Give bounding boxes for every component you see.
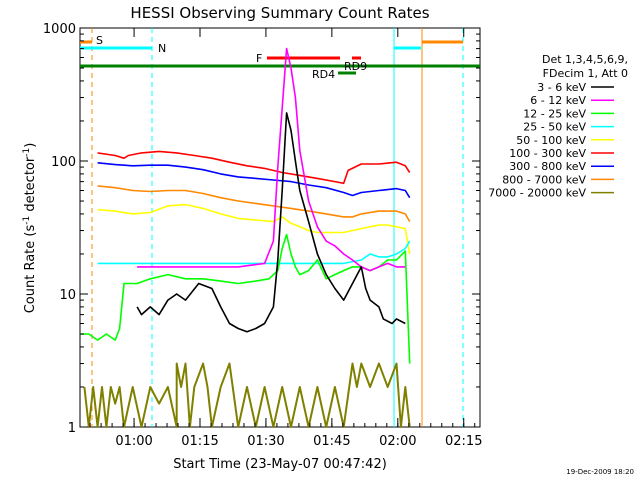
legend-label: 3 - 6 keV <box>537 81 586 94</box>
chart-title: HESSI Observing Summary Count Rates <box>130 4 429 22</box>
plot-frame <box>79 27 481 428</box>
series-line <box>97 240 411 265</box>
x-axis-label: Start Time (23-May-07 00:47:42) <box>173 457 387 472</box>
legend-label: 300 - 800 keV <box>509 160 586 173</box>
legend-label: 800 - 7000 keV <box>502 173 586 186</box>
series-line <box>83 362 411 428</box>
legend-label: 7000 - 20000 keV <box>488 187 586 200</box>
series-line <box>137 47 406 272</box>
x-tick-label: 01:15 <box>181 434 218 449</box>
y-axis: 1 10 100 1000 <box>43 22 480 436</box>
series-line <box>136 112 406 333</box>
series-line <box>97 150 411 185</box>
legend-header-line-1: Det 1,3,4,5,6,9, <box>542 53 628 66</box>
annotation-rd9: RD9 <box>344 60 367 73</box>
y-tick-label: 10 <box>59 288 76 303</box>
x-axis: 01:00 01:15 01:30 01:45 02:00 02:15 <box>89 28 482 449</box>
legend-header-line-2: FDecim 1, Att 0 <box>543 67 628 80</box>
legend-label: 6 - 12 keV <box>530 94 586 107</box>
legend-label: 50 - 100 keV <box>516 134 586 147</box>
legend-label: 25 - 50 keV <box>523 121 586 134</box>
legend-label: 100 - 300 keV <box>509 147 586 160</box>
x-tick-label: 01:45 <box>313 434 350 449</box>
x-tick-label: 02:15 <box>445 434 482 449</box>
instrument-state-overlays: S N F RD9 RD4 <box>80 28 480 427</box>
annotation-s: S <box>96 34 103 47</box>
y-axis-label: Count Rate (s-1 detector-1) <box>22 143 38 314</box>
x-tick-label: 02:00 <box>379 434 416 449</box>
series-line <box>97 203 411 255</box>
series-line <box>80 233 411 364</box>
annotation-f: F <box>256 52 262 65</box>
annotation-n: N <box>158 42 166 55</box>
legend: Det 1,3,4,5,6,9, FDecim 1, Att 0 3 - 6 k… <box>488 53 628 200</box>
series-layer <box>80 47 411 428</box>
annotation-rd4: RD4 <box>312 68 335 81</box>
legend-label: 12 - 25 keV <box>523 107 586 120</box>
date-stamp: 19-Dec-2009 18:20 <box>566 468 634 476</box>
y-tick-label: 1 <box>68 421 76 436</box>
x-tick-label: 01:30 <box>247 434 284 449</box>
series-line <box>97 185 411 222</box>
y-tick-label: 100 <box>51 155 76 170</box>
y-tick-label: 1000 <box>43 22 76 37</box>
x-tick-label: 01:00 <box>115 434 152 449</box>
series-line <box>97 162 411 199</box>
